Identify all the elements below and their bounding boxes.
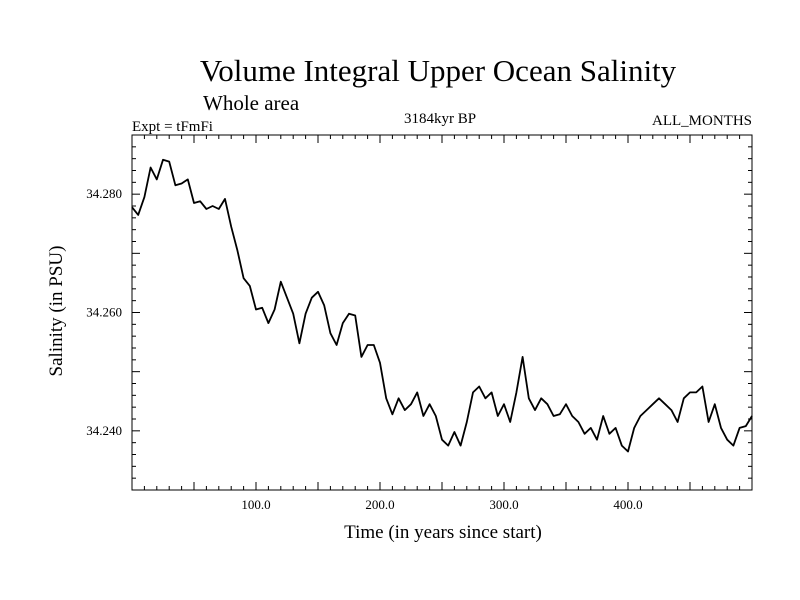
experiment-label: Expt = tFmFi xyxy=(132,119,213,135)
axis-ticks xyxy=(132,135,752,490)
x-tick-label: 100.0 xyxy=(241,497,270,512)
x-tick-label: 200.0 xyxy=(365,497,394,512)
salinity-series-line xyxy=(131,158,753,453)
x-tick-label: 300.0 xyxy=(489,497,518,512)
tick-labels: 100.0 200.0 300.0 400.0 34.240 34.260 34.280 xyxy=(86,186,642,512)
y-tick-label: 34.260 xyxy=(86,305,122,320)
y-axis-label: Salinity (in PSU) xyxy=(46,246,67,377)
chart-subtitle: Whole area xyxy=(203,91,300,115)
x-tick-label: 400.0 xyxy=(613,497,642,512)
period-label: 3184kyr BP xyxy=(404,111,476,127)
x-axis-label: Time (in years since start) xyxy=(344,522,542,543)
chart-title: Volume Integral Upper Ocean Salinity xyxy=(200,53,677,88)
y-tick-label: 34.280 xyxy=(86,186,122,201)
months-label: ALL_MONTHS xyxy=(652,113,752,129)
plot-area-frame xyxy=(131,134,753,491)
y-tick-label: 34.240 xyxy=(86,423,122,438)
